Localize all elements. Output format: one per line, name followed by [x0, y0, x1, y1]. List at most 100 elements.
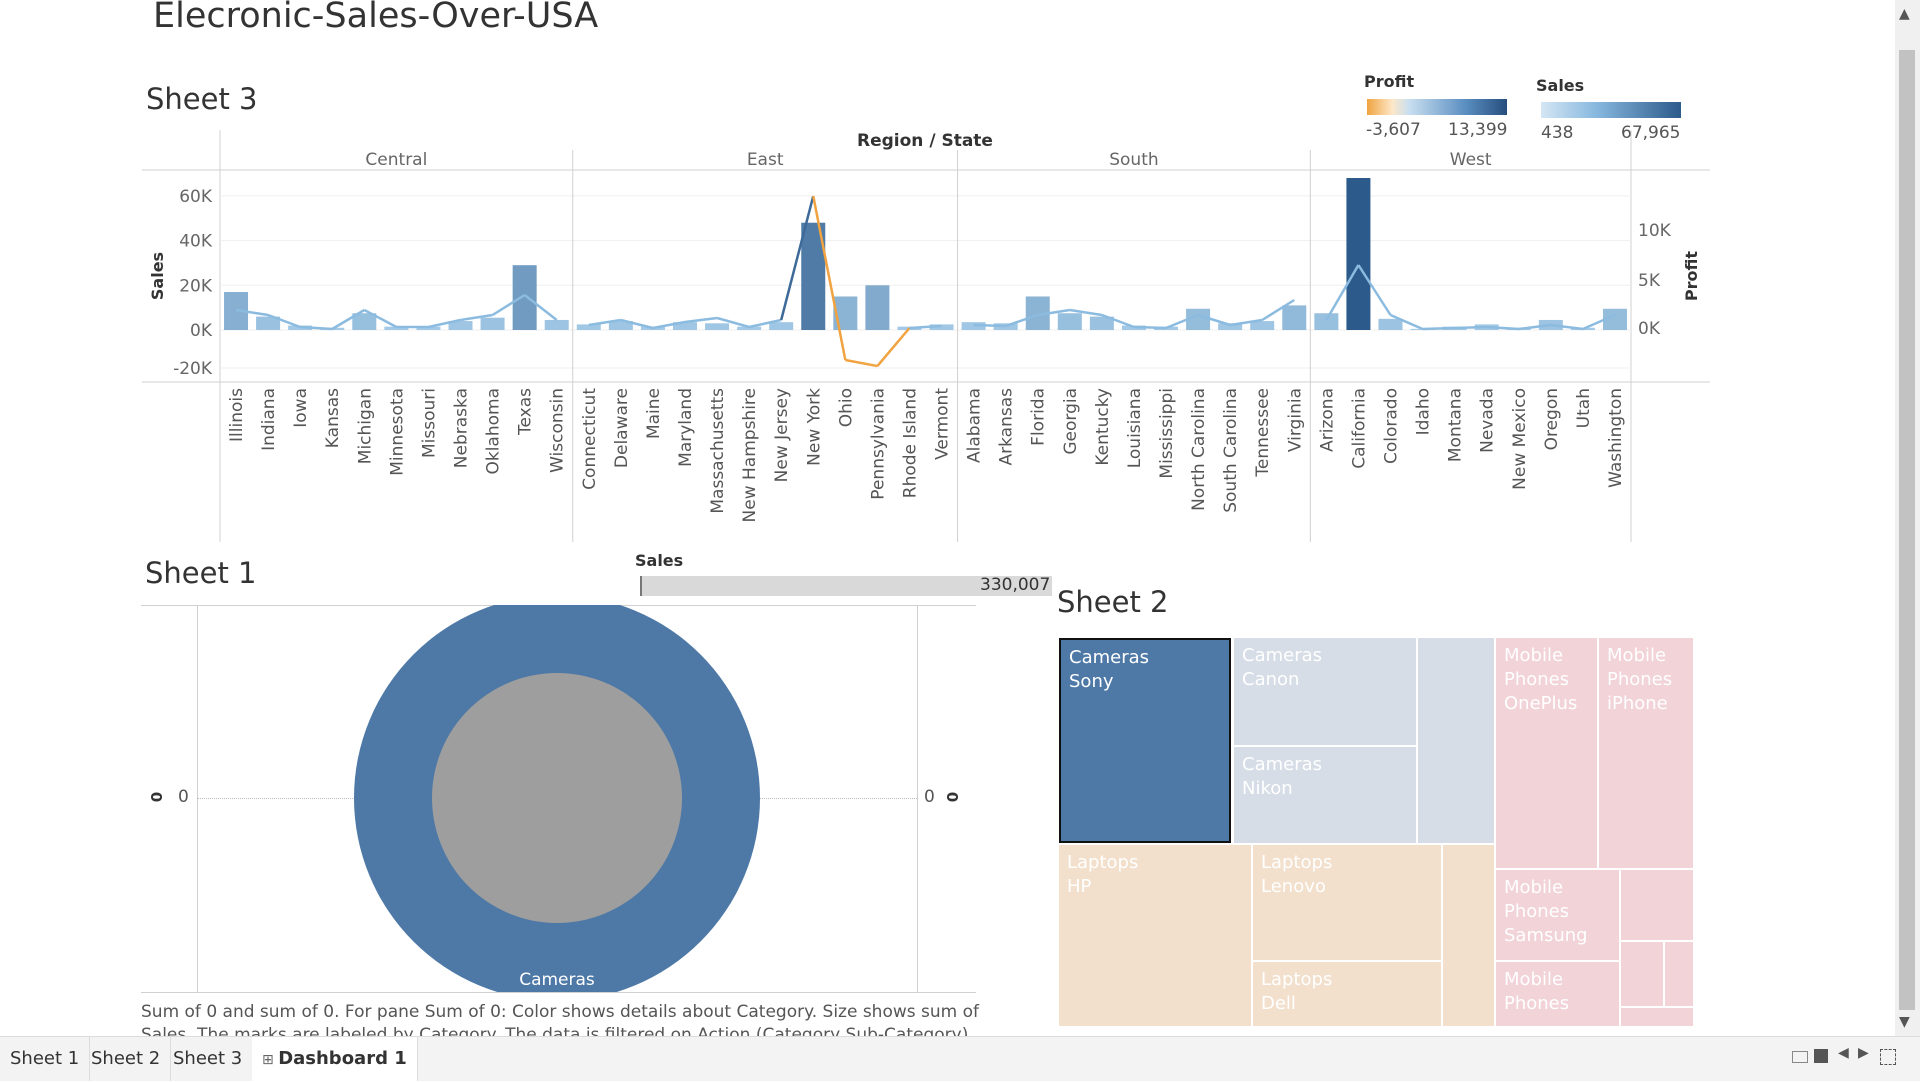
dashboard-title: Elecronic-Sales-Over-USA — [153, 0, 599, 36]
state-label: New York — [804, 388, 824, 466]
treemap-cell-mobile-samsung[interactable]: Mobile Phones Samsung — [1495, 869, 1620, 961]
treemap-cell-laptops-hp[interactable]: Laptops HP — [1058, 844, 1252, 1027]
treemap-cell-mobile-iphone[interactable]: Mobile Phones iPhone — [1598, 637, 1694, 869]
profit-line-segment — [428, 318, 461, 329]
state-label: Tennessee — [1253, 388, 1273, 478]
show-sheets-icon[interactable] — [1792, 1051, 1808, 1063]
sales-bar — [769, 322, 794, 330]
sales-bar — [1602, 308, 1627, 330]
cell-line: Phones — [1504, 901, 1570, 922]
tab-sheet-1[interactable]: Sheet 1 — [0, 1037, 91, 1081]
scroll-down-icon[interactable]: ▼ — [1899, 1014, 1910, 1030]
prev-sheet-icon[interactable]: ◀ — [1838, 1045, 1849, 1061]
profit-line-segment — [267, 313, 301, 329]
state-label: Maine — [644, 388, 664, 439]
state-label: Utah — [1574, 388, 1594, 428]
cell-line: OnePlus — [1504, 693, 1578, 714]
state-label: Louisiana — [1125, 388, 1145, 468]
tab-dashboard-1[interactable]: ⊞ Dashboard 1 — [252, 1037, 418, 1081]
state-label: Michigan — [355, 388, 375, 464]
scroll-up-icon[interactable]: ▲ — [1899, 6, 1910, 22]
sales-bar — [1282, 305, 1307, 330]
treemap-cell-mobile-small-4[interactable] — [1620, 1007, 1694, 1027]
sales-filter-slider[interactable] — [640, 576, 1052, 596]
state-label: South Carolina — [1221, 388, 1241, 513]
sales-bar — [865, 285, 890, 330]
treemap-cell-laptops-dell[interactable]: Laptops Dell — [1252, 961, 1442, 1027]
profit-line-segment — [1069, 308, 1103, 317]
profit-line-segment — [1454, 325, 1487, 330]
state-label: Arizona — [1317, 388, 1337, 452]
sheet2-treemap[interactable]: Cameras Sony Cameras Canon Cameras Nikon Mo… — [1058, 637, 1694, 1027]
state-label: Delaware — [612, 388, 632, 468]
sheet3-chart[interactable]: Region / State 60K 40K 20K 0K -20K 10K 5K 0K Sale… — [0, 120, 1720, 550]
treemap-cell-mobile-small-2[interactable] — [1620, 941, 1664, 1007]
dashboard-tab-label: Dashboard 1 — [278, 1048, 407, 1069]
state-label: Rhode Island — [900, 388, 920, 498]
sheet1-caption: Sum of 0 and sum of 0. For pane Sum of 0… — [141, 1002, 980, 1037]
profit-tick-label: 10K — [1638, 221, 1672, 241]
profit-line-segment — [363, 308, 397, 329]
profit-line-segment — [491, 293, 526, 317]
sales-bar — [384, 326, 409, 330]
treemap-cell-cameras-canon[interactable]: Cameras Canon — [1233, 637, 1417, 746]
region-label: West — [1450, 150, 1492, 170]
sales-bar — [608, 321, 633, 330]
tab-sheet-3[interactable]: Sheet 3 — [163, 1037, 254, 1081]
sales-legend-min: 438 — [1541, 123, 1574, 143]
profit-line-segment — [748, 318, 782, 329]
treemap-cell-laptops-other[interactable] — [1442, 844, 1495, 1027]
profit-line-segment — [523, 294, 558, 321]
cell-line: Dell — [1261, 993, 1296, 1014]
sales-bar — [416, 326, 441, 330]
profit-line-segment — [1325, 264, 1360, 321]
treemap-cell-cameras-nikon[interactable]: Cameras Nikon — [1233, 746, 1417, 844]
state-label: Connecticut — [580, 388, 600, 490]
sales-bar — [256, 316, 281, 330]
sales-bar — [352, 313, 377, 330]
region-label: East — [747, 150, 784, 170]
treemap-cell-cameras-other[interactable] — [1417, 637, 1495, 844]
profit-legend-max: 13,399 — [1448, 120, 1508, 140]
scrollbar-thumb[interactable] — [1899, 50, 1915, 1010]
profit-line-segment — [1197, 313, 1231, 327]
sheet3-title: Sheet 3 — [146, 82, 258, 116]
sales-bar — [1250, 321, 1275, 330]
profit-line-segment — [588, 318, 622, 327]
state-label: Texas — [516, 388, 536, 436]
sales-bar — [737, 326, 762, 330]
profit-legend-min: -3,607 — [1366, 120, 1421, 140]
treemap-cell-mobile-small-1[interactable] — [1620, 869, 1694, 941]
filmstrip-icon[interactable] — [1814, 1049, 1828, 1063]
profit-line-segment — [460, 313, 493, 322]
tab-sheet-2[interactable]: Sheet 2 — [81, 1037, 172, 1081]
cell-line: HP — [1067, 876, 1092, 897]
profit-line-segment — [652, 320, 686, 330]
state-label: Mississippi — [1157, 388, 1177, 479]
profit-line-segment — [1518, 323, 1551, 331]
profit-legend-bar — [1367, 99, 1507, 115]
sheet2-title: Sheet 2 — [1057, 585, 1169, 619]
sales-bar — [1410, 328, 1435, 330]
fullscreen-icon[interactable] — [1880, 1049, 1896, 1065]
profit-line-segment — [1550, 323, 1584, 331]
donut-inner-circle[interactable] — [432, 673, 682, 923]
sales-bar — [544, 319, 569, 330]
sheet1-donut-chart[interactable]: Cameras — [140, 600, 980, 992]
state-label: Vermont — [933, 388, 953, 460]
sales-tick-label: 20K — [179, 276, 213, 296]
next-sheet-icon[interactable]: ▶ — [1858, 1045, 1869, 1061]
cell-line: Canon — [1242, 669, 1300, 690]
cell-line: Lenovo — [1261, 876, 1326, 897]
cell-line: Phones — [1607, 669, 1673, 690]
state-label: Florida — [1029, 388, 1049, 446]
sheet1-title: Sheet 1 — [145, 556, 257, 590]
treemap-cell-mobile-oneplus[interactable]: Mobile Phones OnePlus — [1495, 637, 1598, 869]
state-label: Kansas — [323, 388, 343, 448]
sales-filter-title: Sales — [635, 551, 684, 570]
treemap-cell-laptops-lenovo[interactable]: Laptops Lenovo — [1252, 844, 1442, 961]
sales-legend-title: Sales — [1536, 76, 1585, 95]
treemap-cell-mobile-small-3[interactable] — [1664, 941, 1694, 1007]
treemap-cell-cameras-sony[interactable]: Cameras Sony — [1059, 638, 1231, 843]
treemap-cell-mobile-other[interactable]: Mobile Phones — [1495, 961, 1620, 1027]
